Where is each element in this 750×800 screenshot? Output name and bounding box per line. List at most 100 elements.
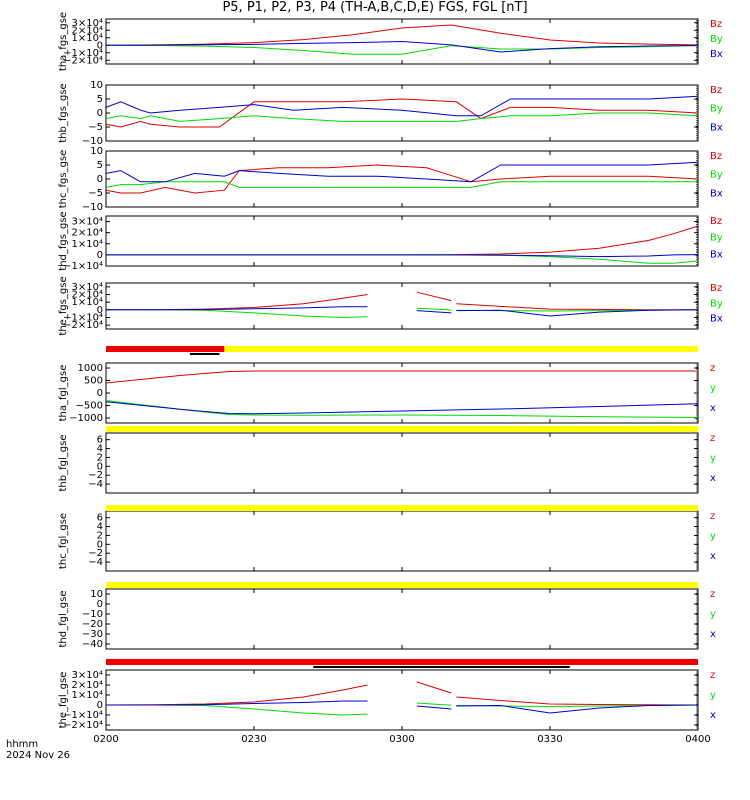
y-tick-label: −2×10⁴ <box>63 720 103 731</box>
y-tick-label: 10 <box>90 146 103 157</box>
y-tick-label: 0 <box>97 539 103 550</box>
y-tick-label: −5 <box>88 122 103 133</box>
series-By-line <box>105 112 699 122</box>
series-By-line <box>105 181 698 188</box>
legend-Bz: Bz <box>710 85 722 96</box>
legend-By: By <box>710 170 723 181</box>
legend-y: y <box>710 609 716 620</box>
series-z-line <box>105 370 698 384</box>
series-x-line <box>105 401 699 415</box>
legend-x: x <box>710 710 716 721</box>
panel-frame <box>105 215 699 267</box>
y-tick-label: 0 <box>97 250 103 261</box>
y-tick-label: 2 <box>97 452 103 463</box>
y-tick-label: −1000 <box>69 413 103 424</box>
legend-By: By <box>710 34 723 45</box>
y-tick-label: −2 <box>88 470 103 481</box>
y-axis-label: thc_fgs_gse <box>58 150 69 209</box>
legend-x: x <box>710 473 716 484</box>
y-tick-label: 2×10⁴ <box>72 680 103 691</box>
legend-Bz: Bz <box>710 216 722 227</box>
panel-frame <box>105 282 699 330</box>
legend-Bx: Bx <box>710 314 723 325</box>
series-Bz-line <box>105 291 699 311</box>
y-tick-label: 10 <box>90 80 103 91</box>
y-axis-label: thd_fgs_gse <box>58 211 69 270</box>
y-tick-label: 1×10⁴ <box>72 690 103 701</box>
y-tick-label: 5 <box>97 160 103 171</box>
y-tick-label: 10 <box>90 589 103 600</box>
y-tick-label: −30 <box>82 629 103 640</box>
y-tick-label: −10 <box>82 609 103 620</box>
y-tick-label: −4 <box>88 557 103 568</box>
y-tick-label: 6 <box>97 513 103 524</box>
legend-By: By <box>710 104 723 115</box>
y-axis-label: the_fgs_gse <box>58 276 69 335</box>
x-tick-label: 0330 <box>537 734 562 745</box>
series-Bx-line <box>105 161 699 183</box>
y-axis-label: tha_fgl_gse <box>58 365 69 422</box>
legend-x: x <box>710 551 716 562</box>
legend-z: z <box>710 363 715 374</box>
x-tick-label: 0300 <box>389 734 414 745</box>
status-bar-segment <box>224 346 698 352</box>
status-bar-segment <box>106 505 698 511</box>
legend-x: x <box>710 403 716 414</box>
y-axis-label: thb_fgs_gse <box>58 83 69 142</box>
legend-Bz: Bz <box>710 19 722 30</box>
y-tick-label: 0 <box>97 108 103 119</box>
legend-z: z <box>710 589 715 600</box>
y-tick-label: 0 <box>97 599 103 610</box>
panel-frame <box>105 510 699 572</box>
y-tick-label: 6 <box>97 435 103 446</box>
series-Bz-line <box>106 225 699 256</box>
y-tick-label: 4 <box>97 522 103 533</box>
legend-z: z <box>710 511 715 522</box>
status-bar-mark <box>189 353 220 355</box>
legend-y: y <box>710 531 716 542</box>
x-tick-label: 0230 <box>241 734 266 745</box>
y-tick-label: −40 <box>82 639 103 650</box>
y-tick-label: 0 <box>97 388 103 399</box>
status-bar-mark <box>313 666 570 668</box>
legend-Bz: Bz <box>710 283 722 294</box>
y-tick-label: 5 <box>97 94 103 105</box>
y-tick-label: 3×10⁴ <box>72 670 103 681</box>
y-tick-label: −1×10⁴ <box>63 48 103 59</box>
legend-Bx: Bx <box>710 249 723 260</box>
y-axis-label: thd_fgl_gse <box>58 591 69 648</box>
legend-Bz: Bz <box>710 151 722 162</box>
x-tick-label: 0400 <box>685 734 710 745</box>
status-bar-segment <box>106 659 698 665</box>
time-format-label: hhmm <box>6 739 39 750</box>
status-bar-segment <box>106 582 698 588</box>
y-tick-label: 1×10⁴ <box>72 297 103 308</box>
y-tick-label: −2 <box>88 548 103 559</box>
series-Bz-line <box>105 164 699 194</box>
y-tick-label: 1000 <box>78 363 103 374</box>
date-label: 2024 Nov 26 <box>6 750 71 761</box>
panel-frame <box>105 362 699 424</box>
y-tick-label: 1×10⁴ <box>72 239 103 250</box>
panel-frame <box>105 669 699 731</box>
legend-z: z <box>710 433 715 444</box>
y-tick-label: 1×10⁴ <box>72 33 103 44</box>
y-tick-label: 0 <box>97 174 103 185</box>
y-tick-label: −4 <box>88 479 103 490</box>
y-axis-label: the_fgl_gse <box>58 672 69 729</box>
series-z-line <box>105 681 699 706</box>
y-tick-label: 3×10⁴ <box>72 217 103 228</box>
y-tick-label: 2×10⁴ <box>72 290 103 301</box>
series-x-line <box>106 700 699 714</box>
y-tick-label: −500 <box>76 401 103 412</box>
y-tick-label: −10 <box>82 136 103 147</box>
y-tick-label: 0 <box>97 305 103 316</box>
series-Bx-line <box>105 40 699 53</box>
legend-By: By <box>710 233 723 244</box>
legend-Bx: Bx <box>710 122 723 133</box>
y-tick-label: −1×10⁴ <box>63 710 103 721</box>
y-tick-label: 2×10⁴ <box>72 25 103 36</box>
y-tick-label: 3×10⁴ <box>72 282 103 293</box>
x-tick-label: 0200 <box>93 734 118 745</box>
